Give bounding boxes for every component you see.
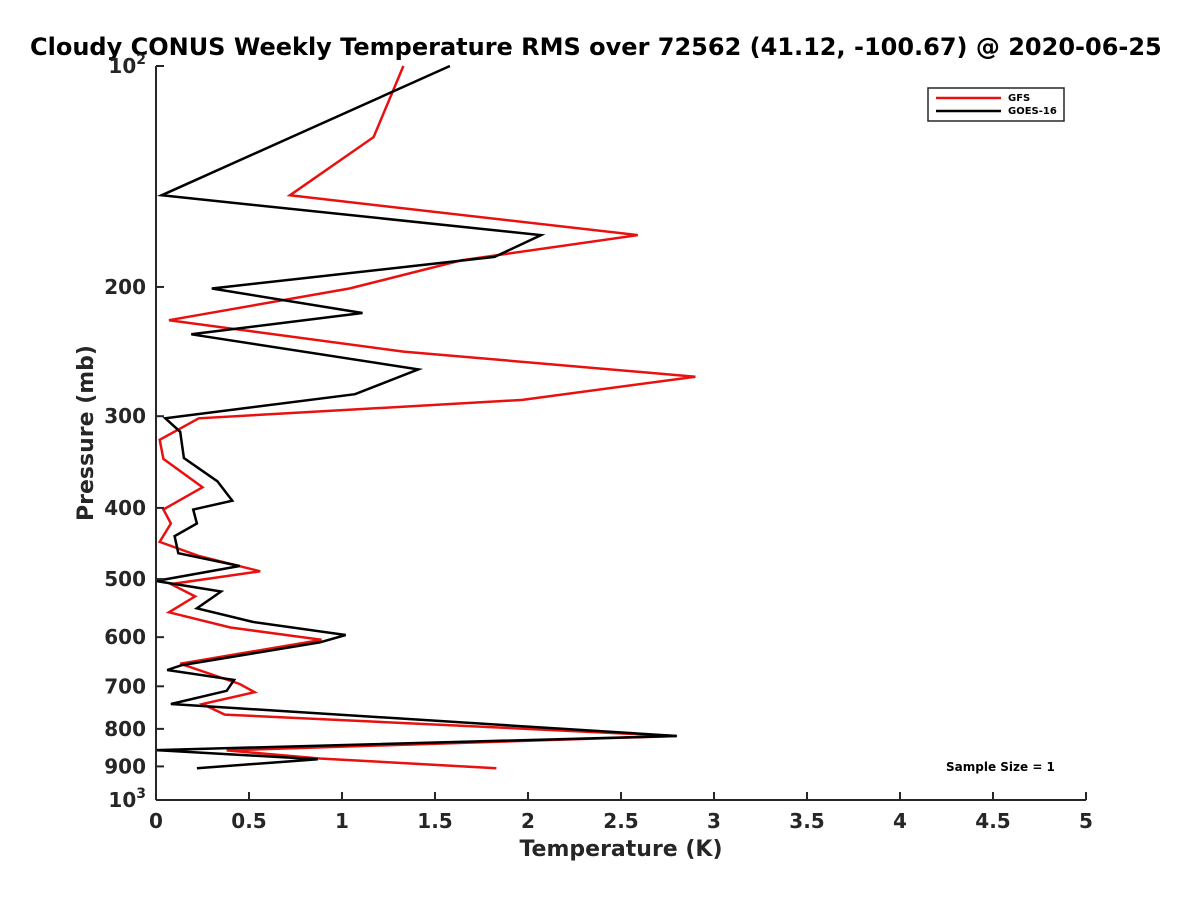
y-tick-label: 200 (104, 275, 146, 299)
y-tick-label: 900 (104, 754, 146, 778)
x-tick-label: 2.5 (603, 809, 638, 833)
y-tick-label: 103 (108, 786, 146, 812)
plot-area (156, 66, 1086, 800)
y-tick-label: 400 (104, 496, 146, 520)
legend[interactable]: GFS GOES-16 (927, 87, 1065, 122)
series-line-gfs (157, 65, 696, 770)
y-tick-label: 800 (104, 717, 146, 741)
sample-size-annotation: Sample Size = 1 (946, 760, 1055, 774)
x-tick-label: 3.5 (789, 809, 824, 833)
legend-box (927, 87, 1065, 122)
y-tick-label: 600 (104, 625, 146, 649)
y-tick-label: 102 (108, 52, 146, 78)
x-ticks: 0 0.5 1 1.5 2 2.5 3 3.5 4 4.5 5 (149, 792, 1093, 833)
x-tick-label: 0.5 (231, 809, 266, 833)
x-tick-label: 5 (1079, 809, 1093, 833)
series-layer (155, 64, 696, 770)
x-tick-label: 2 (521, 809, 535, 833)
x-tick-label: 1 (335, 809, 349, 833)
y-tick-label: 300 (104, 404, 146, 428)
legend-label-goes-16: GOES-16 (1008, 106, 1057, 117)
x-axis-label: Temperature (K) (519, 837, 722, 862)
y-tick-label: 500 (104, 567, 146, 591)
chart-title: Cloudy CONUS Weekly Temperature RMS over… (30, 33, 1162, 61)
y-axis-label: Pressure (mb) (74, 345, 99, 521)
y-ticks: 102 200 300 400 500 600 700 800 900 103 (104, 52, 164, 812)
x-tick-label: 3 (707, 809, 721, 833)
x-tick-label: 0 (149, 809, 163, 833)
x-tick-label: 1.5 (417, 809, 452, 833)
x-tick-label: 4.5 (975, 809, 1010, 833)
legend-label-gfs: GFS (1008, 93, 1030, 104)
series-line-goes-16 (155, 64, 677, 770)
y-tick-label: 700 (104, 674, 146, 698)
x-tick-label: 4 (893, 809, 907, 833)
